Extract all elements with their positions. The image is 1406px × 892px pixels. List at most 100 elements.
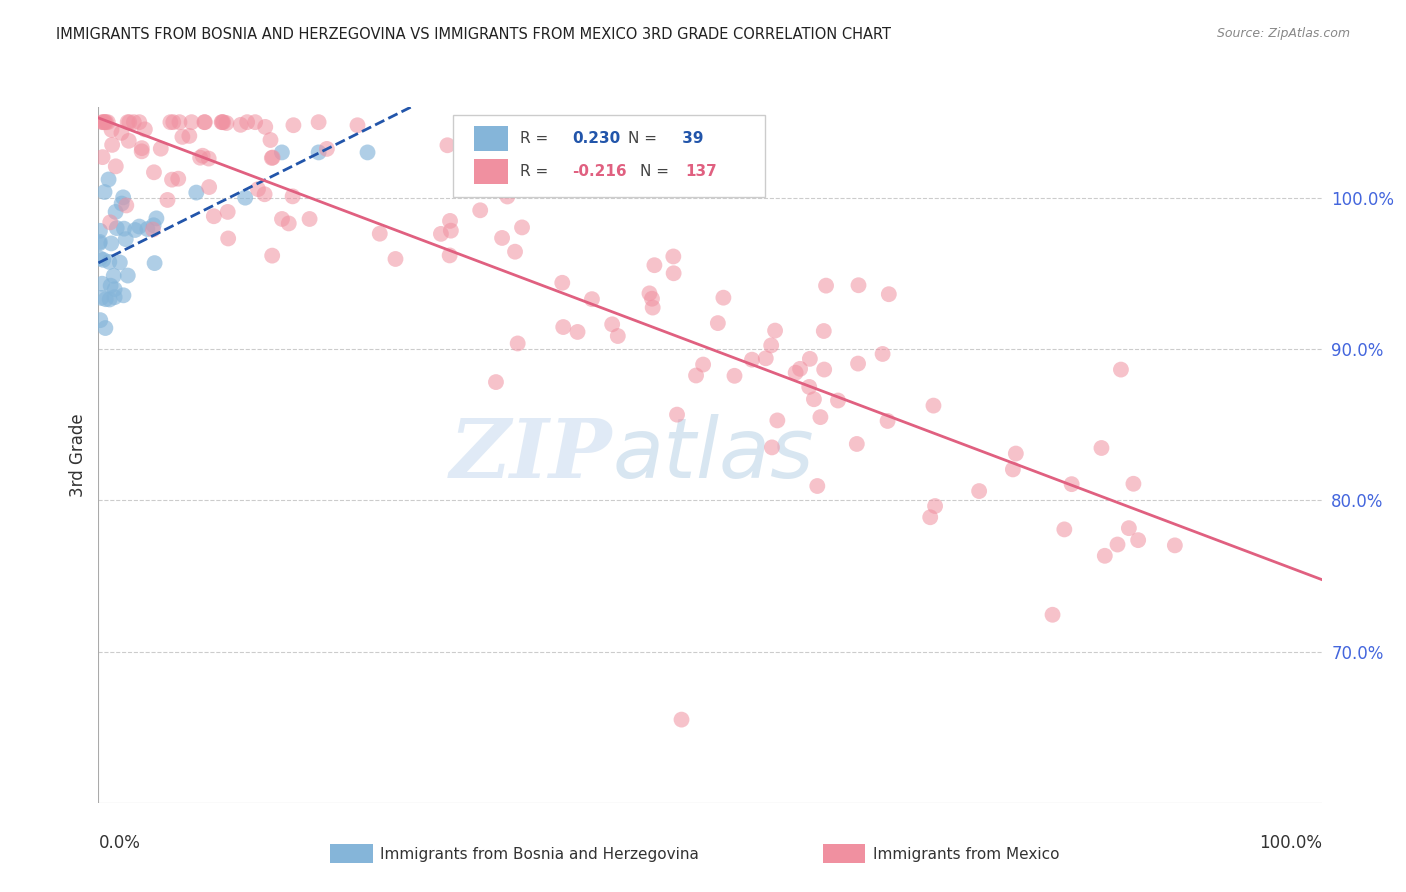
Point	[643, 258, 665, 272]
Point	[108, 255, 131, 269]
Point	[315, 142, 337, 156]
Point	[198, 180, 221, 194]
Point	[270, 145, 294, 160]
Point	[142, 219, 165, 233]
Y-axis label: 3rd Grade: 3rd Grade	[69, 413, 87, 497]
Point	[567, 325, 589, 339]
Point	[142, 222, 165, 236]
Point	[298, 211, 321, 226]
Point	[785, 366, 807, 380]
Point	[641, 301, 664, 315]
Point	[662, 250, 685, 264]
Point	[94, 115, 117, 129]
Point	[217, 231, 239, 245]
Point	[439, 214, 461, 228]
Point	[89, 236, 111, 251]
Point	[202, 209, 225, 223]
Point	[117, 115, 139, 129]
Point	[188, 151, 211, 165]
Point	[755, 351, 778, 366]
Point	[100, 278, 122, 293]
Point	[1053, 523, 1076, 537]
Point	[281, 189, 304, 203]
Point	[91, 115, 114, 129]
Point	[134, 122, 156, 136]
Point	[103, 268, 125, 283]
Point	[813, 324, 835, 338]
Point	[763, 324, 786, 338]
Point	[91, 115, 114, 129]
Point	[1107, 537, 1129, 551]
Point	[93, 115, 115, 129]
Point	[215, 116, 238, 130]
Point	[277, 216, 299, 230]
Text: IMMIGRANTS FROM BOSNIA AND HERZEGOVINA VS IMMIGRANTS FROM MEXICO 3RD GRADE CORRE: IMMIGRANTS FROM BOSNIA AND HERZEGOVINA V…	[56, 27, 891, 42]
Point	[97, 172, 120, 186]
Text: Source: ZipAtlas.com: Source: ZipAtlas.com	[1216, 27, 1350, 40]
Point	[876, 414, 898, 428]
Text: N =: N =	[628, 131, 662, 146]
Point	[233, 191, 256, 205]
Point	[581, 292, 603, 306]
Point	[638, 286, 661, 301]
Point	[967, 484, 990, 499]
Point	[368, 227, 391, 241]
Point	[848, 278, 870, 293]
Point	[172, 129, 194, 144]
Point	[243, 115, 266, 129]
Point	[100, 123, 122, 137]
Point	[169, 115, 191, 129]
Point	[260, 151, 283, 165]
Point	[803, 392, 825, 407]
Point	[799, 351, 821, 366]
Point	[506, 336, 529, 351]
Point	[510, 220, 533, 235]
Bar	[474, 159, 508, 185]
Point	[600, 318, 623, 332]
Point	[104, 205, 127, 219]
Point	[872, 347, 894, 361]
Point	[112, 288, 135, 302]
Point	[253, 187, 276, 202]
Point	[922, 399, 945, 413]
Point	[799, 380, 821, 394]
Point	[128, 219, 150, 234]
Point	[666, 408, 689, 422]
Point	[1122, 476, 1144, 491]
Point	[920, 510, 942, 524]
Point	[813, 362, 835, 376]
Point	[356, 145, 378, 160]
Point	[815, 278, 838, 293]
Point	[105, 221, 128, 235]
Text: -0.216: -0.216	[572, 164, 627, 179]
Point	[641, 292, 664, 306]
Text: Immigrants from Bosnia and Herzegovina: Immigrants from Bosnia and Herzegovina	[380, 847, 699, 862]
Point	[94, 115, 117, 129]
Point	[470, 203, 492, 218]
Point	[430, 227, 453, 241]
Point	[104, 282, 127, 296]
Point	[98, 215, 121, 229]
Point	[89, 235, 111, 249]
Point	[211, 115, 233, 129]
Point	[101, 137, 124, 152]
Point	[112, 221, 135, 235]
Point	[122, 115, 145, 129]
Point	[671, 713, 693, 727]
FancyBboxPatch shape	[453, 115, 765, 197]
Point	[254, 120, 277, 134]
Point	[100, 236, 122, 251]
Point	[91, 150, 114, 164]
Point	[142, 165, 165, 179]
Point	[128, 115, 150, 129]
Point	[93, 185, 115, 199]
Point	[143, 256, 166, 270]
Point	[104, 290, 127, 304]
Point	[271, 211, 294, 226]
Point	[723, 368, 745, 383]
Point	[1128, 533, 1150, 548]
Point	[766, 413, 789, 427]
Point	[553, 320, 575, 334]
Point	[924, 499, 946, 513]
Point	[308, 115, 330, 129]
